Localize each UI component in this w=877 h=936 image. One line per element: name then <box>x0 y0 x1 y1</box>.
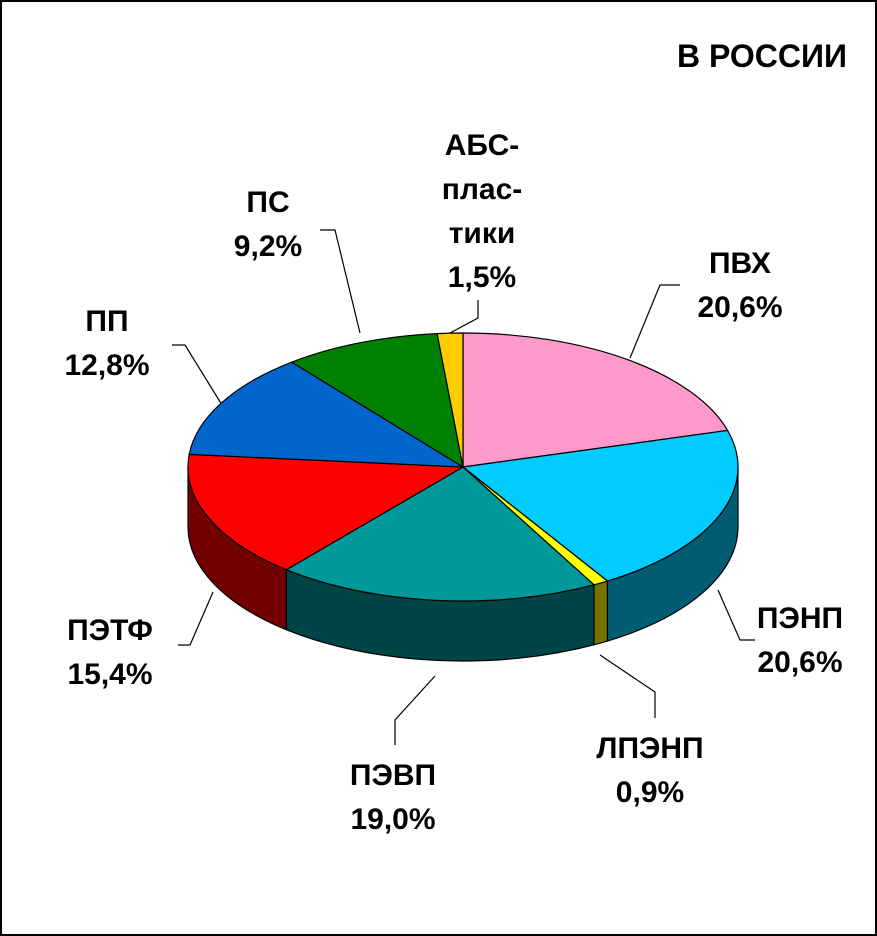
slice-label: ПЭТФ 15,4% <box>67 609 153 697</box>
value-label: 0,9% <box>615 776 685 809</box>
slice <box>187 453 466 571</box>
slice <box>462 332 729 468</box>
leader-line <box>717 589 755 641</box>
category-label: ПЭТФ <box>67 614 153 647</box>
leader-line <box>320 229 361 334</box>
leader-line <box>172 344 223 406</box>
slice-label: ПП 12,8% <box>64 300 149 388</box>
slice <box>285 466 596 602</box>
leader-line <box>178 591 214 646</box>
leader-line <box>599 654 656 718</box>
category-label: ПС <box>246 186 290 219</box>
category-label: ПЭВП <box>349 759 437 792</box>
slice-label: ПЭНП 20,6% <box>757 597 843 685</box>
value-label: 12,8% <box>64 349 150 382</box>
leader-lines <box>172 229 755 745</box>
category-label: ЛПЭНП <box>596 732 704 765</box>
leader-line <box>629 284 680 359</box>
value-label: 19,0% <box>350 803 436 836</box>
slice-label: ПЭВП 19,0% <box>350 754 436 842</box>
slice <box>436 332 464 468</box>
value-label: 1,5% <box>447 261 517 294</box>
slice <box>290 332 464 469</box>
chart-title: В РОССИИ <box>676 38 847 74</box>
value-label: 20,6% <box>697 291 783 324</box>
slice-label: ПС 9,2% <box>234 181 302 269</box>
category-label: ПП <box>85 305 129 338</box>
slice-label: ЛПЭНП 0,9% <box>596 727 703 815</box>
slice <box>461 429 739 582</box>
category-label: ПЭНП <box>756 602 844 635</box>
value-label: 20,6% <box>757 646 843 679</box>
slice <box>188 361 464 468</box>
slice-side <box>593 580 609 646</box>
category-label: АБС-плас­тики <box>441 129 523 250</box>
value-label: 9,2% <box>233 230 303 263</box>
leader-line <box>394 675 436 745</box>
leader-line <box>449 300 479 334</box>
slice-label: АБС-плас­тики 1,5% <box>432 124 532 300</box>
slice-label: ПВХ 20,6% <box>697 242 782 330</box>
pie <box>187 332 739 662</box>
value-label: 15,4% <box>67 658 153 691</box>
category-label: ПВХ <box>708 247 772 280</box>
